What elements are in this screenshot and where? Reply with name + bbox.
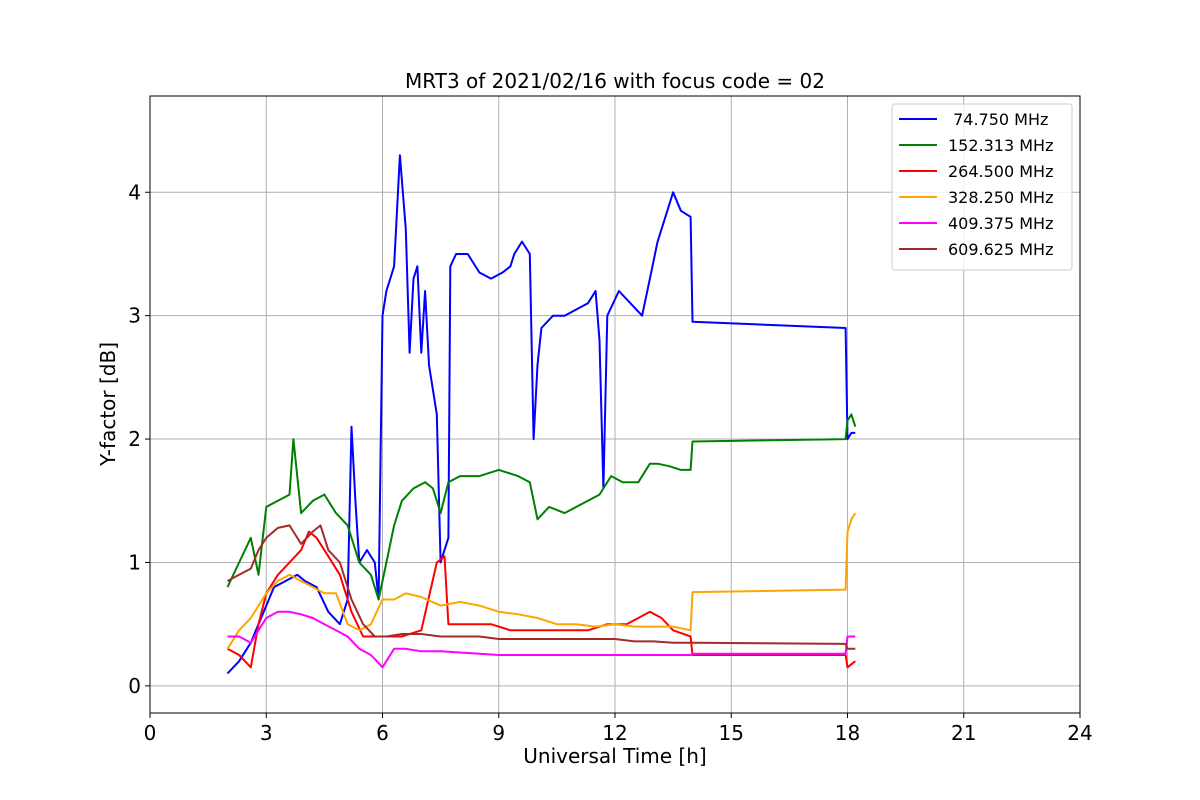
x-tick-label: 24 — [1067, 721, 1092, 745]
legend-label: 609.625 MHz — [948, 240, 1053, 259]
legend-label: 74.750 MHz — [948, 110, 1048, 129]
legend-label: 264.500 MHz — [948, 162, 1053, 181]
legend-label: 152.313 MHz — [948, 136, 1053, 155]
legend: 74.750 MHz 152.313 MHz 264.500 MHz 328.250 … — [891, 103, 1073, 271]
x-tick-label: 15 — [719, 721, 744, 745]
chart-title: MRT3 of 2021/02/16 with focus code = 02 — [405, 69, 825, 93]
x-tick-label: 0 — [144, 721, 157, 745]
x-tick-label: 6 — [376, 721, 389, 745]
y-tick-label: 0 — [128, 674, 141, 698]
x-tick-label: 3 — [260, 721, 273, 745]
x-axis-label: Universal Time [h] — [523, 744, 706, 768]
y-tick-label: 2 — [128, 427, 141, 451]
series-layer — [226, 154, 857, 675]
y-tick-label: 1 — [128, 550, 141, 574]
y-tick-label: 4 — [128, 180, 141, 204]
legend-label: 328.250 MHz — [948, 188, 1053, 207]
series-line-3 — [226, 512, 857, 650]
series-line-4 — [227, 610, 856, 669]
series-line-2 — [227, 530, 856, 669]
y-axis: 0 1 2 3 4 — [128, 180, 150, 698]
y-axis-label: Y-factor [dB] — [96, 342, 120, 467]
x-axis: 0 3 6 9 12 15 18 21 24 — [144, 713, 1093, 745]
x-tick-label: 21 — [951, 721, 976, 745]
y-tick-label: 3 — [128, 304, 141, 328]
x-tick-label: 18 — [835, 721, 860, 745]
series-line-1 — [226, 413, 857, 601]
x-tick-label: 12 — [602, 721, 627, 745]
x-tick-label: 9 — [492, 721, 505, 745]
series-line-5 — [227, 524, 856, 650]
legend-label: 409.375 MHz — [948, 214, 1053, 233]
